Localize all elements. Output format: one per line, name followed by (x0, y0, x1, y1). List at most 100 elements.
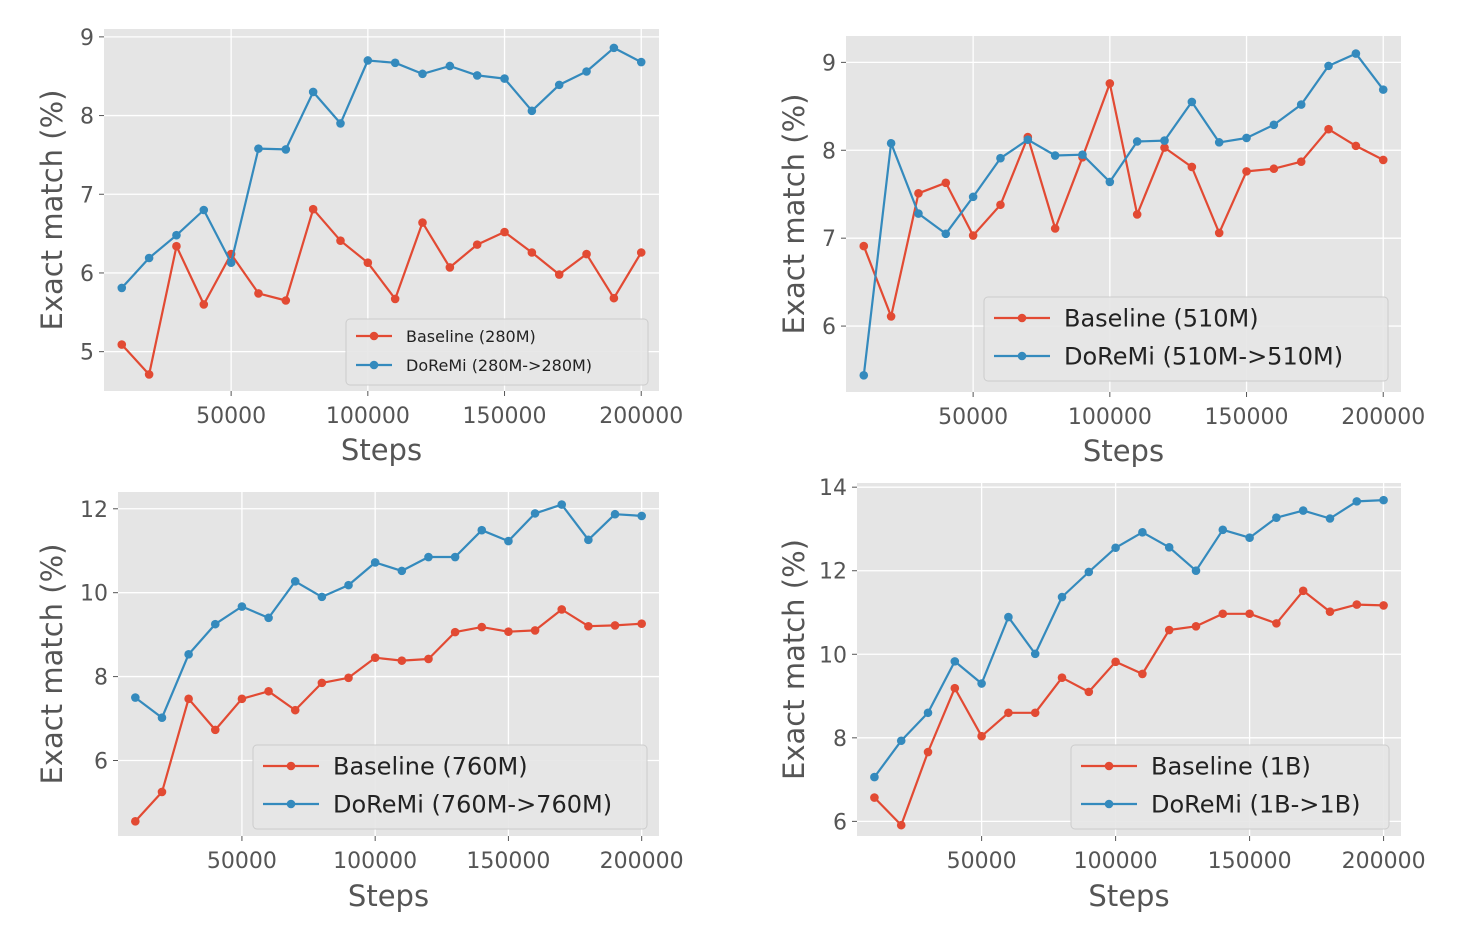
data-point (472, 240, 482, 249)
data-point (1296, 157, 1306, 166)
data-point (1132, 210, 1142, 219)
data-point (582, 67, 591, 76)
data-point (254, 289, 263, 298)
x-tick-label: 50000 (207, 849, 277, 874)
data-point (370, 558, 380, 567)
data-point (1138, 669, 1147, 679)
data-point (390, 294, 400, 304)
y-tick-label: 6 (822, 315, 836, 340)
data-point (157, 787, 167, 797)
x-axis-label: Steps (348, 879, 429, 913)
data-point (554, 80, 564, 90)
legend: Baseline (1B) DoReMi (1B->1B) (1070, 744, 1390, 830)
data-point (1352, 497, 1362, 506)
data-point (996, 200, 1005, 210)
series-line (134, 503, 642, 719)
data-point (363, 56, 373, 65)
data-point (144, 253, 154, 263)
data-point (859, 370, 869, 380)
data-point (1351, 141, 1361, 151)
data-point (424, 654, 433, 664)
data-point (131, 817, 140, 826)
data-point (941, 178, 951, 188)
series-doremi (870, 495, 1388, 782)
data-point (290, 705, 300, 715)
y-tick-label: 8 (94, 666, 108, 691)
x-tick-label: 50000 (196, 404, 266, 429)
data-point (1050, 224, 1060, 233)
data-point (1187, 97, 1197, 107)
data-point (210, 725, 220, 735)
data-point (896, 736, 906, 746)
series-line (862, 82, 1384, 318)
chart-panel-4: 50000 100000 150000 200000 6 8 10 12 14 Steps Exac… (777, 476, 1426, 913)
x-tick-label: 200000 (1341, 405, 1425, 430)
data-point (344, 580, 353, 590)
data-point (637, 511, 646, 521)
data-point (1325, 607, 1335, 616)
data-point (1269, 164, 1279, 174)
y-tick-label: 8 (80, 105, 94, 130)
series-doremi (117, 43, 646, 293)
data-point (117, 340, 127, 349)
data-point (477, 525, 487, 535)
data-point (336, 119, 345, 128)
data-point (472, 71, 482, 80)
data-point (1351, 49, 1361, 58)
legend-label: DoReMi (1B->1B) (1151, 791, 1361, 819)
data-point (1242, 133, 1251, 143)
data-point (968, 192, 978, 202)
data-point (504, 536, 513, 546)
data-point (237, 694, 247, 704)
data-point (1378, 85, 1388, 94)
data-point (1214, 138, 1224, 147)
y-tick-label: 9 (822, 51, 836, 76)
data-point (1164, 543, 1174, 552)
x-tick-label: 150000 (1205, 405, 1289, 430)
data-point (1272, 619, 1281, 628)
legend-box (983, 296, 1389, 382)
data-point (1057, 592, 1067, 602)
data-point (254, 144, 263, 153)
data-point (896, 820, 906, 830)
legend-label: DoReMi (510M->510M) (1064, 343, 1343, 371)
legend-box (252, 744, 648, 830)
y-tick-label: 7 (822, 227, 836, 252)
y-tick-label: 12 (80, 498, 108, 523)
data-point (1105, 79, 1115, 88)
x-tick-label: 150000 (1208, 849, 1292, 874)
series-line (873, 499, 1384, 778)
legend-box (345, 318, 649, 386)
legend-marker (1017, 351, 1027, 361)
data-point (977, 731, 986, 741)
legend-marker (286, 761, 296, 771)
data-point (184, 694, 193, 704)
data-point (504, 627, 513, 636)
data-point (1084, 567, 1094, 577)
legend-label: DoReMi (760M->760M) (333, 791, 612, 819)
y-tick-label: 8 (822, 139, 836, 164)
series-doremi (859, 49, 1388, 380)
data-point (1298, 586, 1308, 596)
y-tick-label: 12 (819, 560, 847, 585)
data-point (637, 619, 646, 629)
data-point (1084, 687, 1094, 697)
legend-label: Baseline (510M) (1064, 305, 1259, 333)
data-point (1218, 525, 1228, 535)
data-point (870, 793, 879, 802)
data-point (281, 296, 291, 305)
data-point (1324, 61, 1333, 71)
data-point (184, 650, 193, 659)
data-point (281, 145, 291, 154)
data-point (131, 693, 140, 702)
legend-label: Baseline (280M) (406, 327, 536, 346)
data-point (941, 229, 951, 239)
data-point (914, 209, 923, 218)
data-point (530, 626, 540, 635)
data-point (1160, 143, 1169, 152)
data-point (1004, 612, 1013, 622)
data-point (610, 621, 620, 630)
data-point (1218, 609, 1228, 619)
data-point (264, 613, 273, 623)
data-point (996, 153, 1005, 163)
